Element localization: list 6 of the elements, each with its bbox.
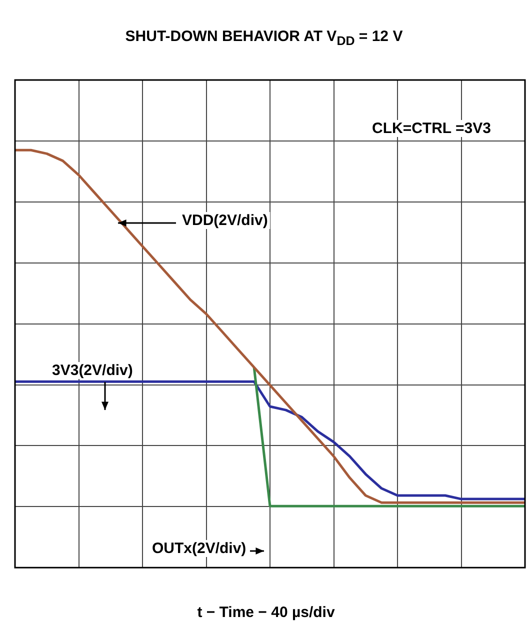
text: OUTx(2V/div): [150, 540, 248, 557]
chart-title: SHUT-DOWN BEHAVIOR AT V$_{DD}$ = 12 V: [124, 28, 404, 48]
text: t − Time − 40 µs/div: [0, 604, 528, 621]
text: CLK=CTRL =3V3: [370, 120, 493, 137]
text: VDD(2V/div): [180, 212, 270, 229]
series-label: 3V3(2V/div): [50, 362, 135, 379]
